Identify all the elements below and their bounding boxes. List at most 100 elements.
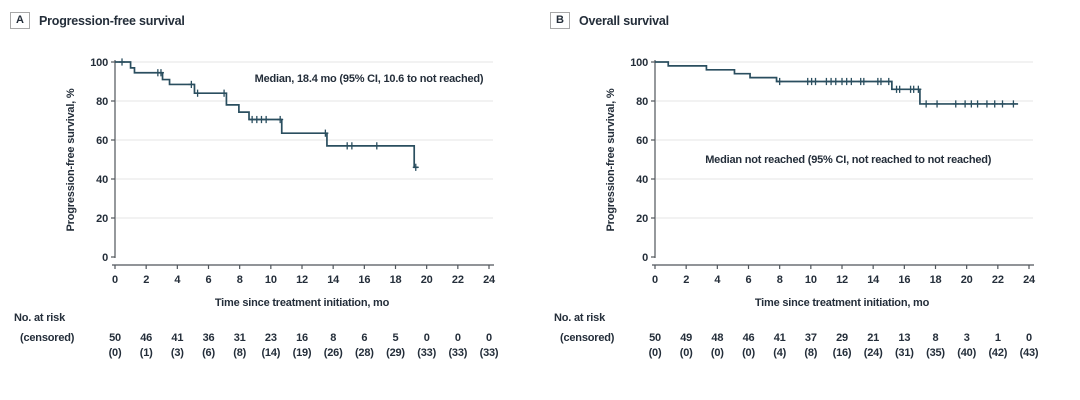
censored-count: (14)	[261, 347, 280, 359]
risk-count: 50	[109, 332, 121, 344]
x-tick-label: 12	[836, 274, 848, 286]
x-tick-label: 18	[930, 274, 942, 286]
x-tick-label: 16	[358, 274, 370, 286]
median-annotation: Median, 18.4 mo (95% CI, 10.6 to not rea…	[255, 73, 484, 85]
risk-count: 13	[898, 332, 910, 344]
x-tick-label: 24	[1023, 274, 1036, 286]
censored-count: (16)	[833, 347, 852, 359]
risk-count: 0	[424, 332, 430, 344]
panel-a-label-box: A	[10, 12, 30, 29]
censored-count: (35)	[926, 347, 945, 359]
y-tick-label: 80	[636, 96, 648, 108]
censor-marks	[119, 58, 419, 171]
risk-count: 29	[836, 332, 848, 344]
risk-count: 6	[361, 332, 367, 344]
risk-table-sub-label: (censored)	[20, 332, 75, 344]
y-tick-label: 0	[642, 252, 648, 264]
x-tick-label: 22	[452, 274, 464, 286]
censored-count: (0)	[649, 347, 662, 359]
risk-count: 46	[140, 332, 152, 344]
x-tick-label: 8	[237, 274, 243, 286]
y-axis-title: Progression-free survival, %	[605, 88, 617, 231]
censored-count: (28)	[355, 347, 374, 359]
y-tick-label: 60	[636, 135, 648, 147]
x-tick-label: 24	[483, 274, 496, 286]
x-axis-title: Time since treatment initiation, mo	[215, 297, 390, 309]
risk-count: 0	[455, 332, 461, 344]
x-tick-label: 2	[143, 274, 149, 286]
risk-count: 31	[234, 332, 246, 344]
x-tick-label: 8	[777, 274, 783, 286]
panel-a-header: A Progression-free survival	[10, 12, 185, 29]
censored-count: (6)	[202, 347, 215, 359]
x-tick-label: 4	[174, 274, 181, 286]
censored-count: (8)	[804, 347, 817, 359]
risk-count: 46	[743, 332, 755, 344]
x-tick-label: 12	[296, 274, 308, 286]
y-tick-label: 100	[630, 57, 648, 69]
x-tick-label: 14	[867, 274, 880, 286]
panel-b-label-box: B	[550, 12, 570, 29]
km-curve	[655, 61, 1019, 105]
x-tick-label: 10	[265, 274, 277, 286]
risk-count: 23	[265, 332, 277, 344]
censored-count: (0)	[742, 347, 755, 359]
risk-count: 37	[805, 332, 817, 344]
risk-count: 3	[964, 332, 970, 344]
y-axis-title: Progression-free survival, %	[65, 88, 77, 231]
risk-count: 36	[203, 332, 215, 344]
censor-marks	[776, 77, 1017, 108]
risk-count: 1	[995, 332, 1001, 344]
censored-count: (0)	[109, 347, 122, 359]
panel-b-header: B Overall survival	[550, 12, 669, 29]
x-tick-label: 2	[683, 274, 689, 286]
y-tick-label: 100	[90, 57, 108, 69]
censored-count: (4)	[773, 347, 786, 359]
censored-count: (0)	[711, 347, 724, 359]
censored-count: (1)	[140, 347, 153, 359]
censored-count: (0)	[680, 347, 693, 359]
panel-overall-survival: B Overall survival 0 20 40 60 80 100 0 2 4 6 8 10 12…	[540, 0, 1080, 400]
x-tick-label: 14	[327, 274, 340, 286]
censored-count: (29)	[386, 347, 405, 359]
risk-table-header: No. at risk	[14, 312, 66, 324]
risk-table-header: No. at risk	[554, 312, 606, 324]
risk-count: 41	[774, 332, 786, 344]
y-tick-label: 80	[96, 96, 108, 108]
x-tick-label: 20	[421, 274, 433, 286]
risk-count: 49	[680, 332, 692, 344]
risk-count: 8	[933, 332, 939, 344]
x-tick-label: 0	[112, 274, 118, 286]
censored-count: (3)	[171, 347, 184, 359]
x-tick-label: 18	[390, 274, 402, 286]
x-tick-label: 16	[898, 274, 910, 286]
censored-count: (26)	[324, 347, 343, 359]
censored-count: (31)	[895, 347, 914, 359]
x-tick-label: 22	[992, 274, 1004, 286]
censored-count: (42)	[988, 347, 1007, 359]
x-tick-label: 0	[652, 274, 658, 286]
y-tick-label: 20	[636, 213, 648, 225]
x-tick-label: 6	[206, 274, 212, 286]
y-tick-label: 40	[636, 174, 648, 186]
y-tick-label: 60	[96, 135, 108, 147]
censored-count: (33)	[480, 347, 499, 359]
risk-count: 16	[296, 332, 308, 344]
y-tick-label: 40	[96, 174, 108, 186]
x-axis-title: Time since treatment initiation, mo	[755, 297, 930, 309]
risk-count: 48	[711, 332, 723, 344]
km-curve	[115, 61, 419, 169]
censored-count: (8)	[233, 347, 246, 359]
y-tick-label: 0	[102, 252, 108, 264]
panel-a-title: Progression-free survival	[38, 13, 185, 28]
x-tick-label: 20	[961, 274, 973, 286]
panel-b-title: Overall survival	[578, 13, 669, 28]
x-tick-label: 10	[805, 274, 817, 286]
risk-count: 21	[867, 332, 879, 344]
risk-count: 0	[1026, 332, 1032, 344]
censored-count: (24)	[864, 347, 883, 359]
median-annotation: Median not reached (95% CI, not reached …	[705, 154, 992, 166]
x-tick-label: 6	[746, 274, 752, 286]
